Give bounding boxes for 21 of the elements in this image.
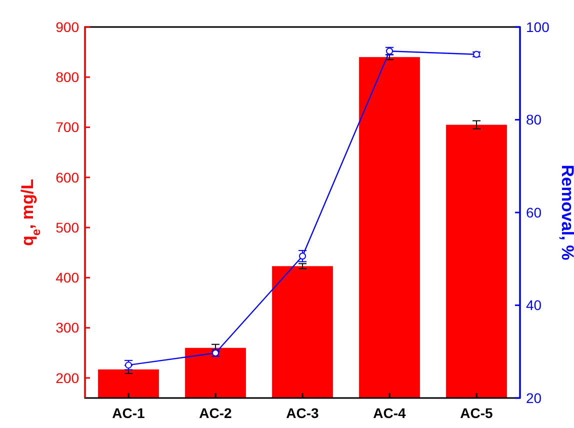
x-tick-label: AC-5: [460, 405, 494, 421]
y2-tick-label: 80: [526, 112, 542, 128]
y2-tick-label: 100: [526, 18, 550, 35]
y-tick-label: 700: [56, 119, 80, 136]
point: [125, 362, 132, 369]
y-tick-label: 800: [56, 69, 80, 86]
x-tick-label: AC-2: [199, 405, 232, 421]
y-tick-label: 400: [56, 270, 80, 286]
y2-tick-label: 20: [526, 390, 542, 406]
y-tick-label: 200: [56, 370, 80, 386]
x-tick-label: AC-1: [112, 405, 146, 421]
x-tick-label: AC-3: [286, 405, 320, 421]
point: [299, 252, 306, 260]
x-tick-label: AC-4: [373, 405, 406, 421]
y2-axis-title: Removal, %: [558, 164, 574, 260]
y-tick-label: 500: [56, 219, 80, 236]
y-tick-label: 600: [56, 169, 80, 186]
y-tick-label: 900: [56, 18, 80, 35]
y2-tick-label: 40: [526, 297, 542, 314]
y-tick-label: 300: [56, 320, 80, 336]
y2-tick-label: 60: [526, 204, 542, 220]
